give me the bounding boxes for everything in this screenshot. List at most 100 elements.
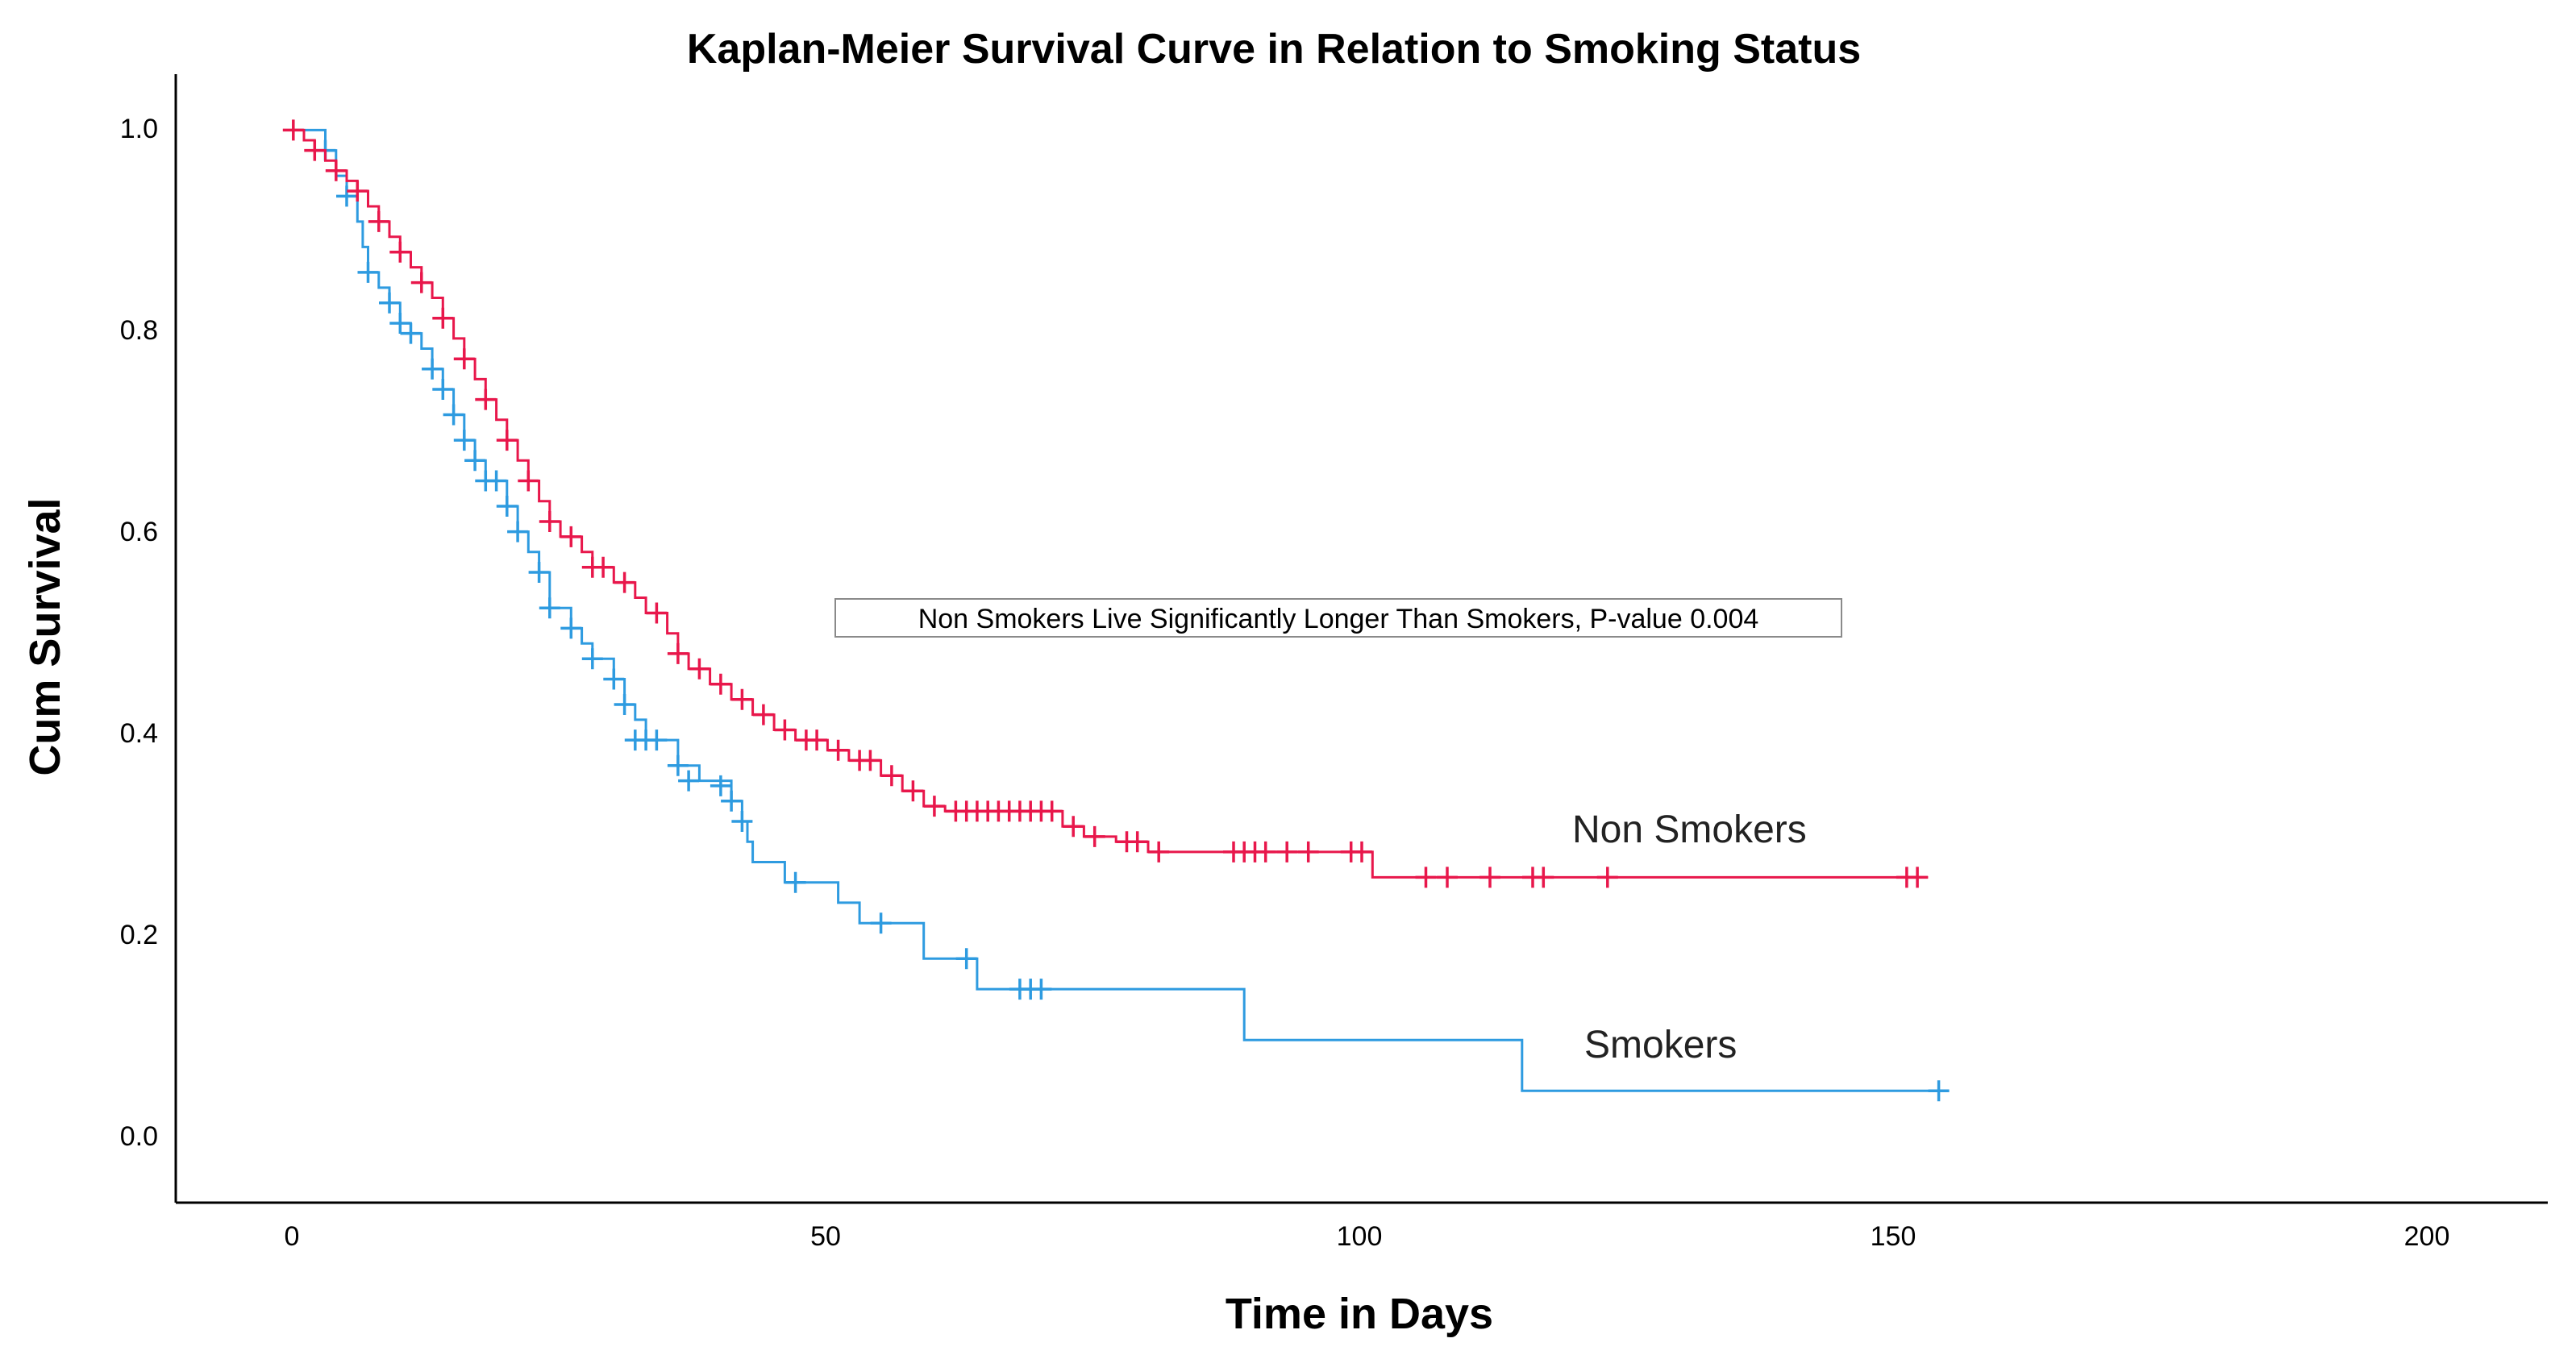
censor-mark-non-smokers [325, 160, 347, 181]
censor-mark-non-smokers [593, 556, 614, 578]
y-tick-label: 1.0 [120, 114, 158, 144]
censor-mark-smokers [357, 261, 379, 283]
censor-mark-non-smokers [827, 739, 849, 761]
censor-mark-smokers [784, 871, 806, 893]
censor-mark-smokers [678, 770, 700, 792]
censor-mark-smokers [432, 379, 454, 400]
censor-mark-smokers [731, 811, 753, 832]
censor-mark-smokers [710, 775, 731, 796]
censor-mark-non-smokers [389, 241, 411, 263]
censor-mark-non-smokers [731, 688, 753, 710]
x-axis-title: Time in Days [1226, 1290, 1493, 1338]
censor-mark-smokers [464, 450, 486, 472]
censor-mark-non-smokers [410, 272, 432, 293]
censor-mark-non-smokers [539, 511, 560, 532]
y-tick-labels: 1.0 0.8 0.6 0.4 0.2 0.0 [120, 114, 158, 1152]
x-tick-label: 150 [1871, 1221, 1916, 1252]
censor-mark-non-smokers [496, 430, 518, 451]
censor-mark-non-smokers [432, 307, 454, 329]
censor-mark-non-smokers [475, 389, 497, 410]
censor-mark-non-smokers [1126, 831, 1148, 853]
censor-mark-smokers [646, 729, 668, 751]
censor-mark-smokers [379, 292, 400, 314]
censor-mark-smokers [560, 617, 582, 639]
survival-line-non-smokers [293, 128, 1929, 879]
censor-mark-non-smokers [1907, 867, 1929, 888]
y-tick-label: 0.6 [120, 517, 158, 547]
censor-mark-non-smokers [1041, 800, 1063, 822]
censor-mark-non-smokers [689, 658, 710, 680]
censor-mark-non-smokers [1479, 867, 1500, 888]
x-tick-labels: 0 50 100 150 200 [285, 1221, 2450, 1252]
series-label-non-smokers: Non Smokers [1572, 808, 1807, 851]
censor-mark-non-smokers [923, 796, 945, 817]
x-tick-label: 50 [810, 1221, 841, 1252]
series-smokers [293, 128, 1950, 1102]
censor-mark-non-smokers [1084, 825, 1105, 847]
censor-mark-non-smokers [1533, 867, 1554, 888]
censor-mark-smokers [1030, 979, 1052, 1000]
censor-mark-non-smokers [667, 642, 689, 664]
censor-mark-non-smokers [806, 729, 828, 751]
censor-mark-non-smokers [646, 602, 668, 624]
censor-mark-smokers [336, 185, 357, 207]
y-tick-label: 0.8 [120, 315, 158, 346]
censor-mark-non-smokers [560, 526, 582, 547]
censor-mark-smokers [667, 754, 689, 776]
censor-mark-non-smokers [774, 719, 796, 741]
axes [174, 74, 2548, 1204]
censor-mark-smokers [539, 597, 560, 619]
censor-mark-smokers [422, 358, 443, 380]
censor-mark-non-smokers [880, 765, 902, 787]
censor-mark-non-smokers [1351, 841, 1372, 862]
censor-mark-smokers [721, 790, 743, 812]
censor-mark-non-smokers [710, 673, 731, 695]
censor-mark-smokers [443, 404, 464, 426]
censor-mark-non-smokers [282, 119, 304, 141]
censor-mark-non-smokers [347, 181, 368, 202]
censor-mark-non-smokers [902, 780, 924, 802]
censor-mark-non-smokers [614, 572, 635, 593]
censor-mark-non-smokers [1148, 841, 1170, 862]
censor-mark-non-smokers [304, 139, 326, 161]
censor-mark-non-smokers [453, 348, 475, 370]
y-tick-label: 0.0 [120, 1121, 158, 1152]
censor-mark-non-smokers [859, 750, 881, 771]
y-tick-label: 0.2 [120, 920, 158, 950]
censor-mark-smokers [389, 313, 411, 334]
censor-mark-smokers [581, 648, 603, 670]
censor-mark-non-smokers [752, 704, 774, 725]
series-non-smokers [282, 119, 1929, 888]
censor-mark-smokers [453, 430, 475, 451]
censor-mark-smokers [955, 948, 977, 970]
censor-mark-smokers [507, 521, 529, 542]
censor-mark-non-smokers [518, 470, 539, 492]
annotation-frame [834, 598, 1842, 638]
censor-mark-non-smokers [1596, 867, 1618, 888]
annotation-text: Non Smokers Live Significantly Longer Th… [918, 604, 1759, 634]
censor-mark-smokers [1928, 1080, 1950, 1102]
x-tick-label: 0 [285, 1221, 300, 1252]
censor-mark-non-smokers [1276, 841, 1298, 862]
y-tick-label: 0.4 [120, 718, 158, 749]
censor-mark-non-smokers [1255, 841, 1276, 862]
annotation-box: Non Smokers Live Significantly Longer Th… [834, 598, 1842, 638]
x-tick-label: 200 [2404, 1221, 2450, 1252]
censor-mark-smokers [603, 668, 625, 690]
censor-mark-smokers [870, 912, 892, 934]
censor-mark-non-smokers [1437, 867, 1458, 888]
y-axis-title: Cum Survival [21, 497, 69, 775]
censor-mark-non-smokers [1415, 867, 1437, 888]
censor-mark-smokers [528, 562, 550, 583]
censor-mark-non-smokers [1297, 841, 1319, 862]
censor-mark-non-smokers [1063, 816, 1084, 838]
x-tick-label: 100 [1337, 1221, 1383, 1252]
censor-mark-smokers [400, 322, 422, 344]
series-label-smokers: Smokers [1584, 1024, 1737, 1066]
censor-mark-smokers [496, 496, 518, 517]
censor-mark-non-smokers [368, 210, 389, 232]
censor-mark-smokers [485, 470, 507, 492]
censor-mark-smokers [614, 694, 635, 715]
chart-title: Kaplan-Meier Survival Curve in Relation … [687, 26, 1861, 73]
